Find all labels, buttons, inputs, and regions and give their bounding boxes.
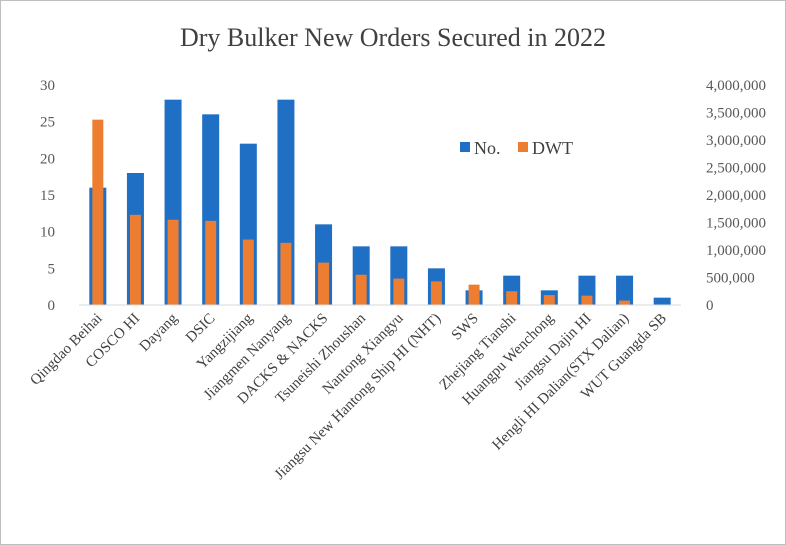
left-axis-tick-label: 25	[40, 115, 55, 131]
category-label: DSIC	[183, 311, 218, 346]
right-axis: 0 500,000 1,000,000 1,500,000 2,000,000 2,500…	[706, 78, 766, 314]
right-axis-tick-label: 0	[706, 298, 714, 314]
bar-dwt	[280, 242, 292, 305]
chart-title: Dry Bulker New Orders Secured in 2022	[180, 23, 606, 52]
bar-dwt	[543, 295, 555, 305]
left-axis-tick-label: 5	[48, 261, 56, 277]
legend: No. DWT	[460, 138, 573, 158]
bar-dwt	[167, 219, 179, 305]
category-label: Dayang	[137, 310, 182, 355]
right-axis-tick-label: 3,000,000	[706, 133, 766, 149]
left-axis-tick-label: 15	[40, 188, 55, 204]
bar-dwt	[619, 300, 631, 305]
bars	[89, 99, 671, 306]
bar-dwt	[205, 220, 217, 305]
left-axis-tick-label: 30	[40, 78, 55, 94]
right-axis-tick-label: 4,000,000	[706, 78, 766, 94]
bar-dwt	[92, 119, 104, 306]
legend-swatch-no	[460, 142, 470, 152]
legend-label-dwt: DWT	[532, 138, 573, 158]
bar-dwt	[355, 274, 367, 305]
legend-label-no: No.	[474, 138, 501, 158]
bar-no	[653, 297, 671, 305]
bar-no	[616, 275, 634, 305]
bar-dwt	[242, 239, 254, 305]
left-axis-tick-label: 10	[40, 225, 55, 241]
bar-dwt	[430, 281, 442, 305]
category-label: SWS	[449, 311, 482, 344]
bar-dwt	[393, 278, 405, 305]
bar-dwt	[129, 214, 141, 305]
left-axis-tick-label: 20	[40, 151, 55, 167]
left-axis-tick-label: 0	[48, 298, 56, 314]
bar-dwt	[581, 295, 593, 305]
right-axis-tick-label: 1,000,000	[706, 243, 766, 259]
right-axis-tick-label: 1,500,000	[706, 216, 766, 232]
right-axis-tick-label: 2,000,000	[706, 188, 766, 204]
bar-dwt	[468, 284, 480, 305]
right-axis-tick-label: 500,000	[706, 271, 755, 287]
bar-dwt	[318, 262, 330, 305]
left-axis: 0 5 10 15 20 25 30	[40, 78, 55, 314]
bar-dwt	[506, 291, 518, 305]
legend-swatch-dwt	[518, 142, 528, 152]
right-axis-tick-label: 2,500,000	[706, 161, 766, 177]
right-axis-tick-label: 3,500,000	[706, 106, 766, 122]
